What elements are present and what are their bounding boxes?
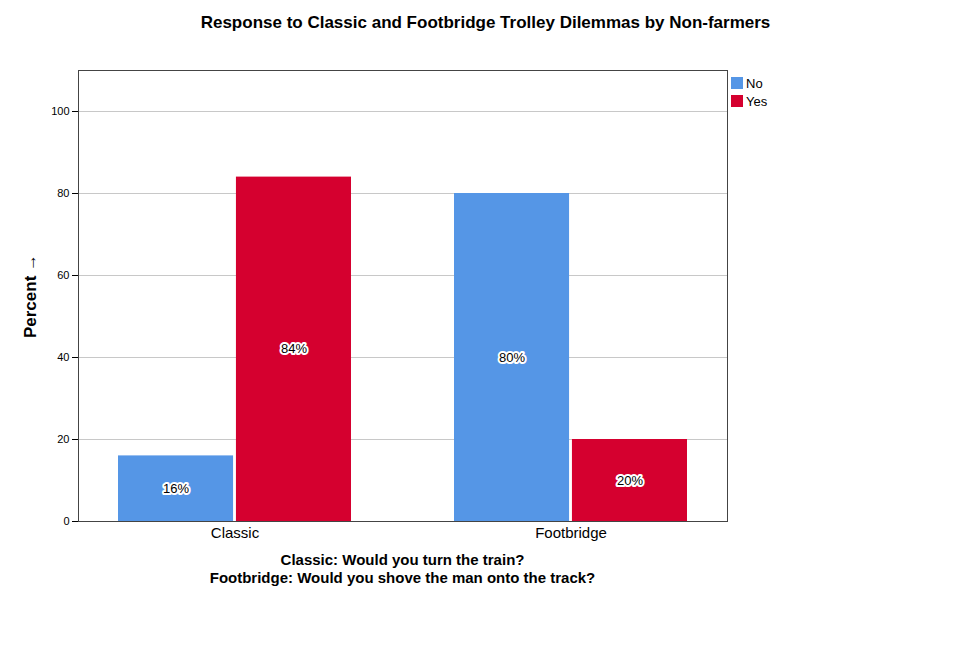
svg-text:Footbridge: Footbridge: [535, 524, 607, 541]
svg-text:16%: 16%: [163, 481, 189, 496]
svg-text:20: 20: [57, 433, 69, 445]
svg-text:40: 40: [57, 351, 69, 363]
svg-text:20%: 20%: [617, 473, 643, 488]
svg-text:80: 80: [57, 187, 69, 199]
svg-text:Classic: Classic: [211, 524, 260, 541]
svg-text:Percent →: Percent →: [21, 254, 40, 338]
html-text:Yes: Yes: [746, 93, 768, 109]
svg-text:84%: 84%: [281, 341, 307, 356]
html-text:No: No: [746, 75, 763, 91]
html-text:Response to Classic and Footbr: Response to Classic and Footbridge Troll…: [200, 13, 771, 32]
svg-text:0: 0: [63, 515, 69, 527]
svg-text:100: 100: [51, 105, 69, 117]
html-text:Classic: Would you turn the tr: Classic: Would you turn the train? Footb…: [209, 551, 596, 586]
svg-text:80%: 80%: [499, 350, 525, 365]
svg-text:60: 60: [57, 269, 69, 281]
